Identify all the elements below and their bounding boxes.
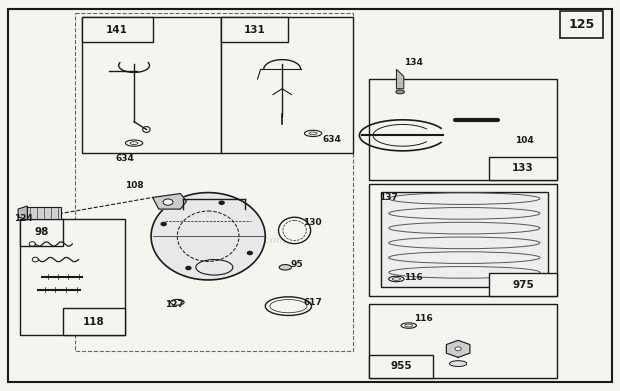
- Polygon shape: [153, 194, 187, 209]
- Polygon shape: [369, 304, 557, 378]
- Ellipse shape: [186, 267, 191, 269]
- Polygon shape: [27, 207, 61, 219]
- Text: 955: 955: [390, 361, 412, 371]
- Ellipse shape: [247, 251, 252, 255]
- Text: 98: 98: [34, 228, 49, 237]
- Polygon shape: [221, 17, 353, 153]
- Polygon shape: [82, 17, 153, 42]
- Text: 108: 108: [125, 181, 143, 190]
- Text: 134: 134: [404, 58, 423, 67]
- Polygon shape: [369, 355, 433, 378]
- Text: 125: 125: [569, 18, 595, 31]
- Polygon shape: [369, 184, 557, 296]
- Polygon shape: [446, 340, 470, 357]
- Polygon shape: [489, 157, 557, 180]
- Ellipse shape: [163, 199, 173, 205]
- Text: 634: 634: [115, 154, 135, 163]
- Ellipse shape: [161, 222, 166, 226]
- Ellipse shape: [450, 361, 467, 366]
- Text: 130: 130: [303, 218, 321, 227]
- Text: 127: 127: [165, 300, 184, 310]
- Polygon shape: [82, 17, 221, 153]
- Text: 116: 116: [414, 314, 432, 323]
- Text: 124: 124: [14, 214, 33, 223]
- Ellipse shape: [455, 347, 461, 351]
- Text: 133: 133: [512, 163, 534, 173]
- Polygon shape: [63, 308, 125, 335]
- Text: 141: 141: [106, 25, 128, 34]
- Text: 95: 95: [290, 260, 303, 269]
- Text: eReplacementParts.com: eReplacementParts.com: [160, 236, 287, 245]
- Polygon shape: [369, 79, 557, 180]
- Polygon shape: [396, 69, 404, 89]
- Polygon shape: [221, 17, 288, 42]
- Text: 617: 617: [304, 298, 322, 307]
- Polygon shape: [489, 273, 557, 296]
- Text: 975: 975: [512, 280, 534, 290]
- Ellipse shape: [396, 90, 404, 94]
- Text: 118: 118: [83, 317, 105, 326]
- Text: 104: 104: [515, 136, 534, 145]
- Polygon shape: [381, 192, 547, 287]
- Text: 137: 137: [379, 193, 398, 202]
- Polygon shape: [20, 219, 125, 335]
- Ellipse shape: [151, 193, 265, 280]
- Ellipse shape: [219, 201, 224, 204]
- Text: 116: 116: [404, 273, 423, 282]
- Polygon shape: [18, 206, 27, 220]
- Text: 131: 131: [244, 25, 265, 34]
- Ellipse shape: [279, 265, 291, 270]
- Text: 634: 634: [322, 135, 341, 144]
- Polygon shape: [560, 11, 603, 38]
- Polygon shape: [20, 219, 63, 246]
